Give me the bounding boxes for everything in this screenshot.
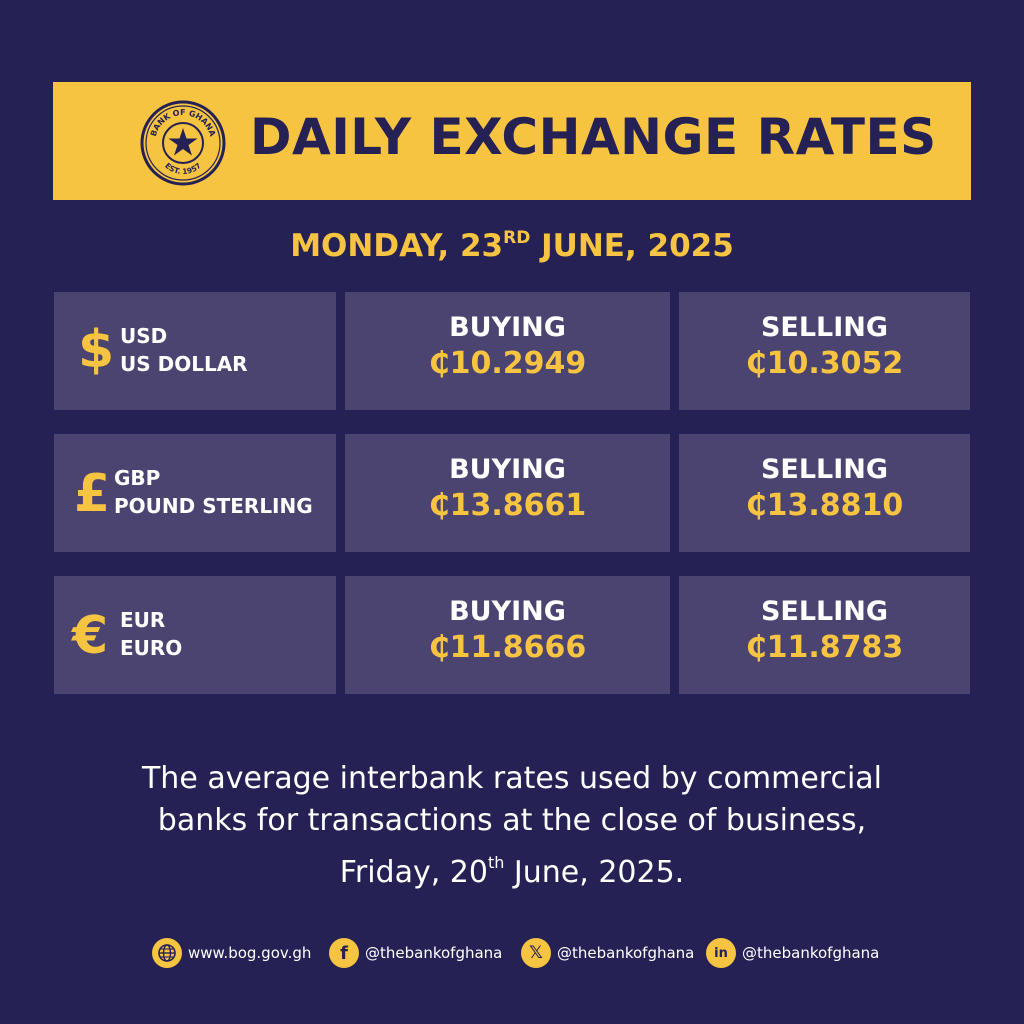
bank-of-ghana-seal-icon: BANK OF GHANA EST. 1957: [140, 100, 226, 186]
x-link[interactable]: 𝕏 @thebankofghana: [521, 938, 694, 968]
date-suffix: RD: [503, 228, 531, 248]
footnote-line-1: The average interbank rates used by comm…: [141, 761, 883, 796]
selling-rate: ₵10.3052: [745, 346, 904, 381]
selling-cell-eur: SELLING ₵11.8783: [679, 576, 970, 694]
linkedin-handle: @thebankofghana: [742, 944, 880, 962]
currency-code: USD: [120, 324, 168, 348]
footnote-line-2: banks for transactions at the close of b…: [157, 803, 867, 838]
x-handle: @thebankofghana: [557, 944, 695, 962]
buying-rate: ₵11.8666: [428, 630, 587, 665]
dollar-icon: $: [78, 320, 115, 380]
currency-cell-eur: € EUR EURO: [54, 576, 336, 694]
website-link[interactable]: www.bog.gov.gh: [152, 938, 311, 968]
footnote-date-prefix: Friday, 20: [339, 855, 488, 890]
header-banner: [53, 82, 971, 200]
buying-rate: ₵13.8661: [428, 488, 587, 523]
currency-cell-gbp: £ GBP POUND STERLING: [54, 434, 336, 552]
currency-code: EUR: [120, 608, 166, 632]
footnote-date-suffix: th: [487, 853, 505, 872]
currency-code: GBP: [114, 466, 161, 490]
buying-rate: ₵10.2949: [428, 346, 587, 381]
currency-cell-usd: $ USD US DOLLAR: [54, 292, 336, 410]
page-title: DAILY EXCHANGE RATES: [250, 108, 937, 166]
date-line: MONDAY, 23RD JUNE, 2025: [0, 228, 1024, 264]
selling-cell-gbp: SELLING ₵13.8810: [679, 434, 970, 552]
linkedin-icon: in: [706, 938, 736, 968]
footnote-line-3: Friday, 20th June, 2025.: [0, 842, 1024, 894]
footnote: The average interbank rates used by comm…: [0, 758, 1024, 894]
buying-cell-usd: BUYING ₵10.2949: [345, 292, 670, 410]
selling-label: SELLING: [760, 596, 889, 627]
date-rest: JUNE, 2025: [530, 228, 734, 264]
currency-name: POUND STERLING: [114, 494, 313, 518]
x-icon: 𝕏: [521, 938, 551, 968]
website-text: www.bog.gov.gh: [188, 944, 312, 962]
selling-rate: ₵11.8783: [745, 630, 904, 665]
globe-icon: [152, 938, 182, 968]
facebook-handle: @thebankofghana: [365, 944, 503, 962]
currency-name: EURO: [120, 636, 183, 660]
buying-label: BUYING: [449, 596, 566, 627]
currency-name: US DOLLAR: [120, 352, 248, 376]
selling-cell-usd: SELLING ₵10.3052: [679, 292, 970, 410]
selling-label: SELLING: [760, 312, 889, 343]
linkedin-link[interactable]: in @thebankofghana: [706, 938, 879, 968]
selling-label: SELLING: [760, 454, 889, 485]
selling-rate: ₵13.8810: [745, 488, 904, 523]
date-prefix: MONDAY, 23: [290, 228, 504, 264]
pound-icon: £: [74, 464, 111, 524]
footnote-date-rest: June, 2025.: [504, 855, 685, 890]
buying-label: BUYING: [449, 312, 566, 343]
buying-cell-gbp: BUYING ₵13.8661: [345, 434, 670, 552]
buying-cell-eur: BUYING ₵11.8666: [345, 576, 670, 694]
facebook-icon: f: [329, 938, 359, 968]
facebook-link[interactable]: f @thebankofghana: [329, 938, 502, 968]
buying-label: BUYING: [449, 454, 566, 485]
euro-icon: €: [72, 606, 109, 666]
